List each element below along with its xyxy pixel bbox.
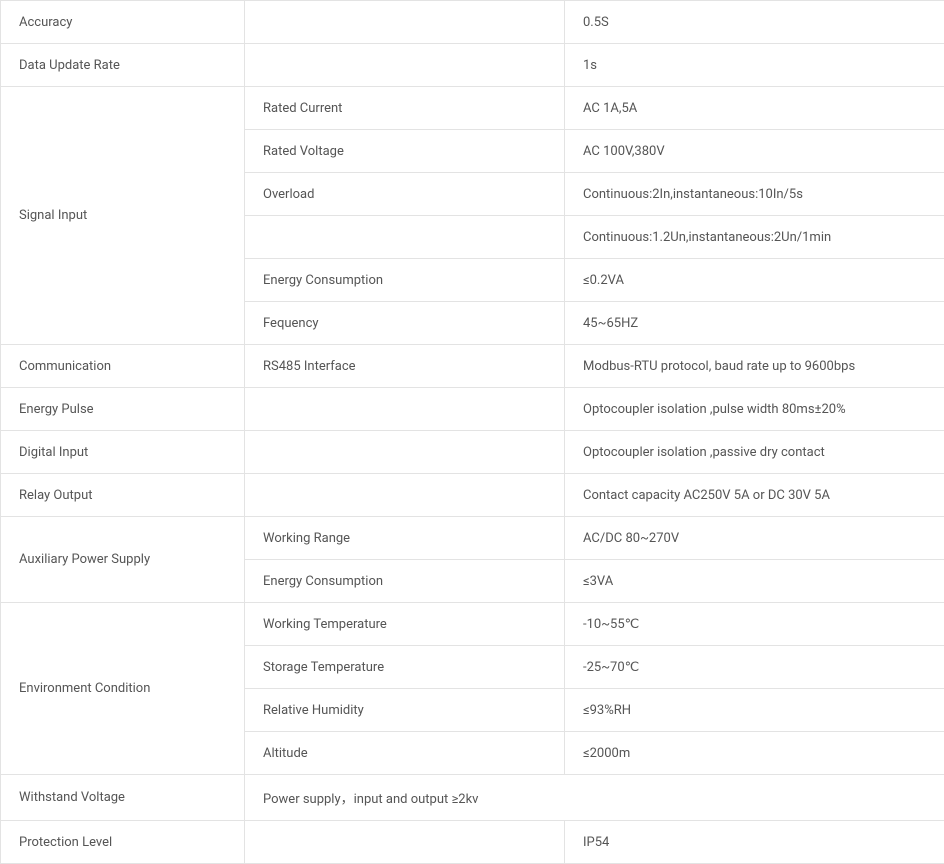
- cell-label: Energy Pulse: [1, 388, 245, 431]
- cell-label: Data Update Rate: [1, 44, 245, 87]
- cell-value: Optocoupler isolation ,passive dry conta…: [565, 431, 944, 474]
- cell-sublabel: Relative Humidity: [245, 689, 565, 732]
- table-row: Accuracy 0.5S: [1, 1, 944, 44]
- cell-sublabel: [245, 474, 565, 517]
- cell-value: AC 1A,5A: [565, 87, 944, 130]
- cell-value: Contact capacity AC250V 5A or DC 30V 5A: [565, 474, 944, 517]
- cell-label: Auxiliary Power Supply: [1, 517, 245, 603]
- cell-value: 1s: [565, 44, 944, 87]
- cell-value: Power supply，input and output ≥2kv: [245, 775, 944, 821]
- cell-sublabel: Fequency: [245, 302, 565, 345]
- cell-sublabel: [245, 431, 565, 474]
- table-row: Relay Output Contact capacity AC250V 5A …: [1, 474, 944, 517]
- cell-label: Environment Condition: [1, 603, 245, 775]
- cell-sublabel: Altitude: [245, 732, 565, 775]
- cell-value: -10~55℃: [565, 603, 944, 646]
- table-row: Environment Condition Working Temperatur…: [1, 603, 944, 646]
- cell-value: 0.5S: [565, 1, 944, 44]
- cell-label: Signal Input: [1, 87, 245, 345]
- cell-label: Communication: [1, 345, 245, 388]
- cell-sublabel: Overload: [245, 173, 565, 216]
- table-row: Energy Pulse Optocoupler isolation ,puls…: [1, 388, 944, 431]
- cell-sublabel: Energy Consumption: [245, 259, 565, 302]
- cell-value: 45~65HZ: [565, 302, 944, 345]
- table-row: Auxiliary Power Supply Working Range AC/…: [1, 517, 944, 560]
- table-row: Data Update Rate 1s: [1, 44, 944, 87]
- cell-value: AC 100V,380V: [565, 130, 944, 173]
- cell-value: Optocoupler isolation ,pulse width 80ms±…: [565, 388, 944, 431]
- cell-sublabel: [245, 388, 565, 431]
- cell-value: AC/DC 80~270V: [565, 517, 944, 560]
- cell-value: IP54: [565, 821, 944, 864]
- cell-sublabel: [245, 1, 565, 44]
- cell-sublabel: Working Temperature: [245, 603, 565, 646]
- cell-value: Continuous:2In,instantaneous:10In/5s: [565, 173, 944, 216]
- cell-label: Withstand Voltage: [1, 775, 245, 821]
- cell-label: Protection Level: [1, 821, 245, 864]
- table-row: Signal Input Rated Current AC 1A,5A: [1, 87, 944, 130]
- cell-value: ≤3VA: [565, 560, 944, 603]
- cell-label: Accuracy: [1, 1, 245, 44]
- cell-sublabel: Rated Voltage: [245, 130, 565, 173]
- cell-value: -25~70℃: [565, 646, 944, 689]
- table-row: Digital Input Optocoupler isolation ,pas…: [1, 431, 944, 474]
- cell-value: Continuous:1.2Un,instantaneous:2Un/1min: [565, 216, 944, 259]
- cell-value: Modbus-RTU protocol, baud rate up to 960…: [565, 345, 944, 388]
- table-body: Accuracy 0.5S Data Update Rate 1s Signal…: [1, 1, 944, 864]
- cell-sublabel: [245, 216, 565, 259]
- cell-label: Digital Input: [1, 431, 245, 474]
- cell-sublabel: Rated Current: [245, 87, 565, 130]
- cell-sublabel: Storage Temperature: [245, 646, 565, 689]
- cell-label: Relay Output: [1, 474, 245, 517]
- cell-value: ≤2000m: [565, 732, 944, 775]
- table-row: Protection Level IP54: [1, 821, 944, 864]
- cell-sublabel: [245, 44, 565, 87]
- cell-sublabel: RS485 Interface: [245, 345, 565, 388]
- table-row: Communication RS485 Interface Modbus-RTU…: [1, 345, 944, 388]
- cell-value: ≤0.2VA: [565, 259, 944, 302]
- cell-value: ≤93%RH: [565, 689, 944, 732]
- cell-sublabel: [245, 821, 565, 864]
- specifications-table: Accuracy 0.5S Data Update Rate 1s Signal…: [0, 0, 944, 864]
- cell-sublabel: Energy Consumption: [245, 560, 565, 603]
- table-row: Withstand Voltage Power supply，input and…: [1, 775, 944, 821]
- cell-sublabel: Working Range: [245, 517, 565, 560]
